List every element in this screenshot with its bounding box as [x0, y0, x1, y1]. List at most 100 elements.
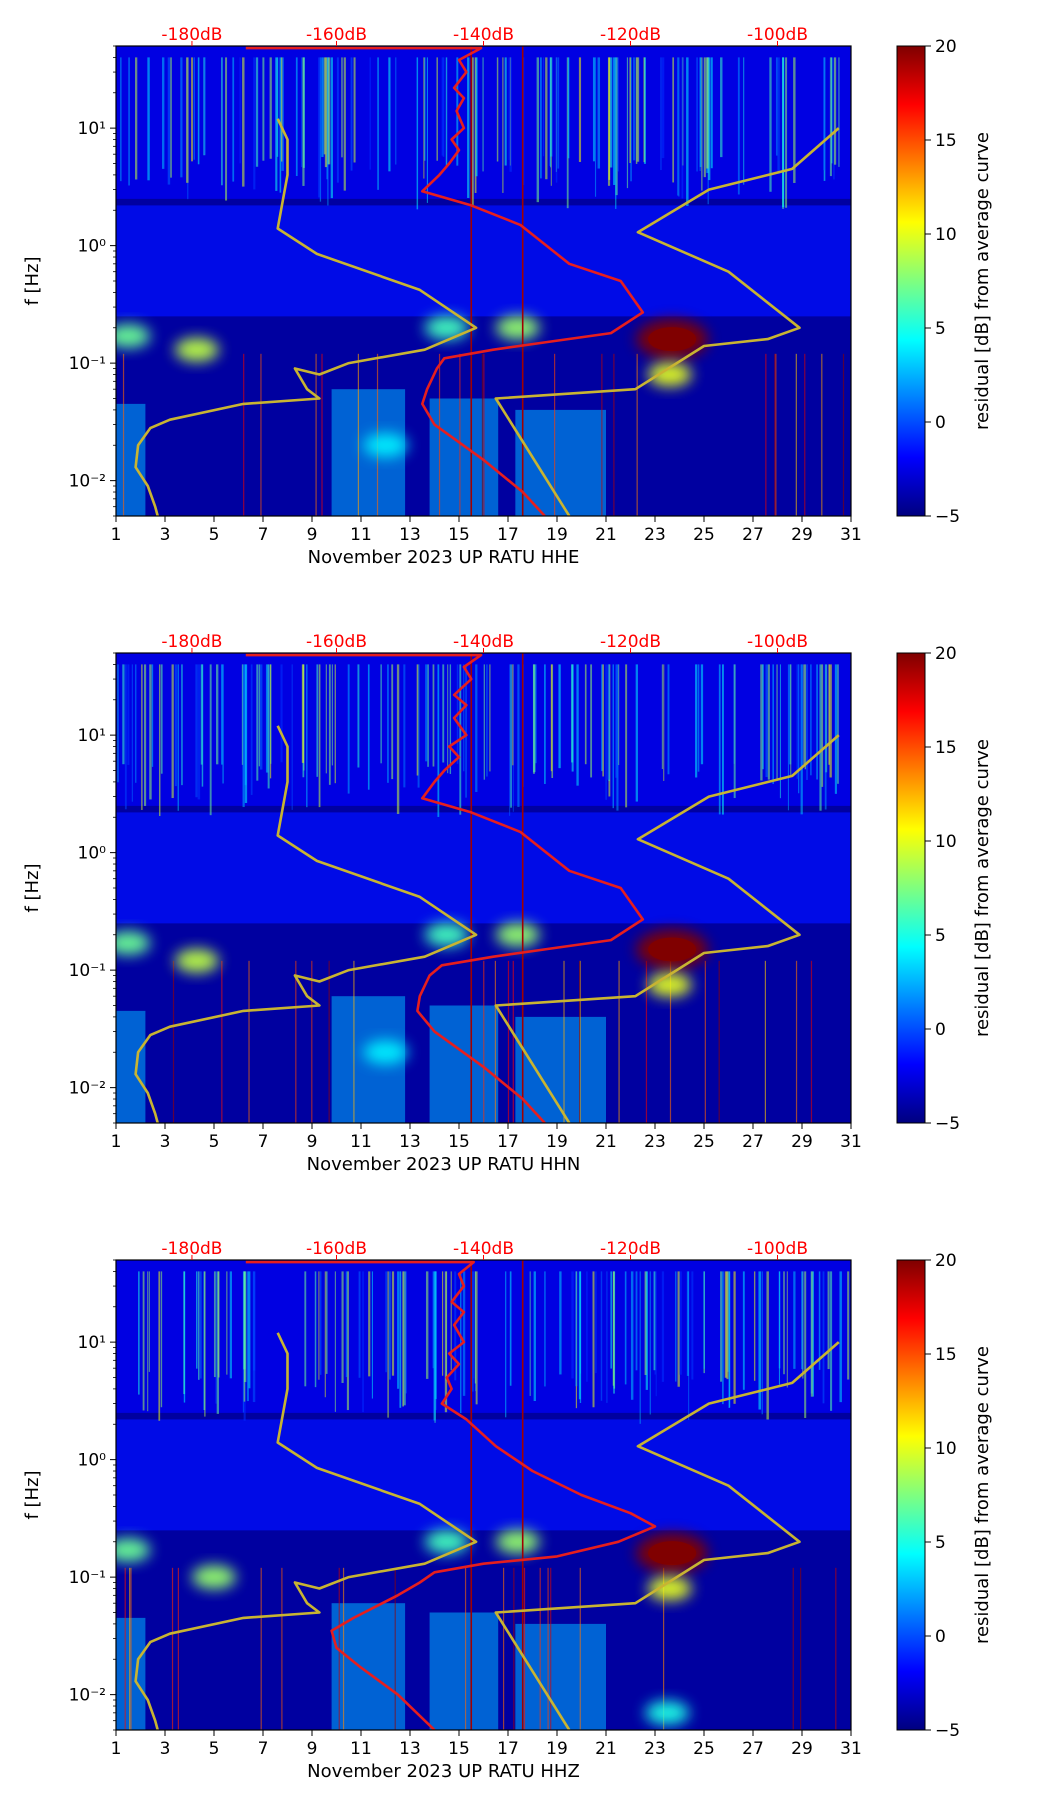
heatmap-streak	[728, 1271, 731, 1408]
heatmap-streak	[467, 57, 470, 198]
heatmap-streak	[380, 664, 382, 764]
heatmap-streak	[786, 1271, 788, 1388]
x-tick-label: 7	[258, 1739, 269, 1759]
heatmap-streak	[783, 1271, 785, 1375]
x-tick-label: 13	[399, 1132, 421, 1152]
top-db-label: -100dB	[747, 1239, 808, 1259]
heatmap-streak	[838, 57, 840, 167]
colorbar-tick-label: 0	[935, 1020, 946, 1040]
heatmap-streak	[529, 1271, 531, 1396]
x-tick-label: 13	[399, 1739, 421, 1759]
heatmap-hotspot	[116, 1538, 151, 1563]
heatmap-streak	[533, 1271, 536, 1401]
colorbar: 20 15 10 5 0 −5 residual [dB] from average cur…	[896, 644, 993, 1134]
plot-area	[116, 1260, 851, 1730]
heatmap-streak	[131, 664, 134, 802]
heatmap-streak	[512, 960, 514, 1123]
heatmap-streak	[792, 1567, 794, 1730]
top-db-label: -120dB	[600, 25, 661, 45]
heatmap-streak	[550, 57, 553, 157]
heatmap-streak	[246, 1271, 249, 1402]
heatmap-streak	[142, 1271, 145, 1411]
heatmap-streak	[170, 57, 172, 178]
heatmap-streak	[612, 664, 614, 809]
heatmap-streak	[494, 960, 497, 1123]
heatmap-streak	[316, 664, 319, 777]
heatmap-streak	[595, 1271, 597, 1374]
heatmap-streak	[567, 57, 570, 159]
heatmap-streak	[555, 57, 558, 183]
colorbar-label: residual [dB] from average curve	[972, 1346, 993, 1644]
heatmap-streak	[662, 1567, 665, 1730]
heatmap-streak	[250, 664, 253, 795]
heatmap-streak	[612, 1271, 614, 1386]
heatmap-streak	[129, 1567, 131, 1730]
heatmap-streak	[450, 1271, 452, 1371]
colorbar-tick-label: 0	[935, 1627, 946, 1647]
heatmap-streak	[483, 664, 485, 780]
heatmap-streak	[708, 57, 711, 181]
heatmap-streak	[281, 1567, 283, 1730]
heatmap-streak	[675, 1271, 677, 1382]
y-tick-label: 10⁻²	[69, 1079, 106, 1099]
heatmap-streak	[124, 664, 127, 810]
heatmap-streak	[733, 664, 736, 799]
heatmap-streak	[597, 57, 601, 169]
heatmap-streak	[847, 1271, 850, 1380]
x-tick-label: 23	[644, 1132, 666, 1152]
heatmap-streak	[215, 1271, 217, 1404]
x-tick-label: 27	[742, 525, 764, 545]
heatmap-streak	[624, 1271, 627, 1385]
heatmap-streak	[810, 664, 812, 776]
heatmap-streak	[613, 1271, 616, 1389]
heatmap-streak	[507, 960, 510, 1123]
colorbar-tick-label: 10	[935, 225, 957, 245]
heatmap-streak	[195, 664, 198, 798]
heatmap-streak	[775, 57, 778, 156]
heatmap-streak	[691, 1271, 694, 1380]
heatmap-hotspot-core	[648, 327, 697, 352]
heatmap-streak	[394, 1567, 396, 1730]
heatmap-hotspot	[424, 315, 469, 340]
colorbar-tick-label: 20	[935, 37, 957, 57]
heatmap-streak	[639, 1271, 641, 1424]
x-tick-label: 5	[209, 1132, 220, 1152]
heatmap-streak	[371, 1271, 373, 1399]
x-tick-label: 21	[595, 1132, 617, 1152]
heatmap-streak	[742, 1271, 745, 1390]
heatmap-streak	[151, 664, 154, 767]
x-tick-label: 1	[111, 525, 122, 545]
colorbar-tick-label: −5	[935, 1721, 960, 1741]
heatmap-streak	[710, 57, 713, 169]
heatmap-streak	[800, 664, 803, 815]
heatmap-streak	[471, 57, 474, 206]
heatmap-streak	[388, 57, 391, 172]
heatmap-streak	[243, 1271, 246, 1370]
heatmap-streak	[489, 664, 491, 772]
top-db-label: -180dB	[161, 25, 222, 45]
heatmap-streak	[509, 1271, 512, 1386]
noise-model-curve	[134, 1332, 478, 1730]
heatmap-streak	[737, 57, 740, 195]
heatmap-streak	[280, 57, 283, 162]
x-tick-label: 15	[448, 525, 470, 545]
heatmap-lowfreq-block	[331, 1603, 406, 1730]
heatmap-streak	[678, 57, 680, 197]
heatmap-streak	[416, 57, 419, 210]
heatmap-streak	[460, 1271, 462, 1414]
heatmap-streak	[321, 57, 324, 158]
colorbar-tick-label: 10	[935, 1439, 957, 1459]
x-tick-label: 11	[350, 1132, 372, 1152]
heatmap-hotspot-core	[648, 1541, 697, 1566]
x-tick-label: 27	[742, 1739, 764, 1759]
heatmap-streak	[304, 1271, 307, 1387]
heatmap-streak	[779, 664, 781, 799]
heatmap-streak	[615, 664, 618, 778]
heatmap-streak	[834, 664, 837, 794]
x-tick-label: 11	[350, 1739, 372, 1759]
heatmap-streak	[357, 353, 360, 516]
heatmap-streak	[177, 1567, 179, 1730]
y-axis-label: f [Hz]	[22, 256, 43, 305]
x-tick-label: 25	[693, 525, 715, 545]
